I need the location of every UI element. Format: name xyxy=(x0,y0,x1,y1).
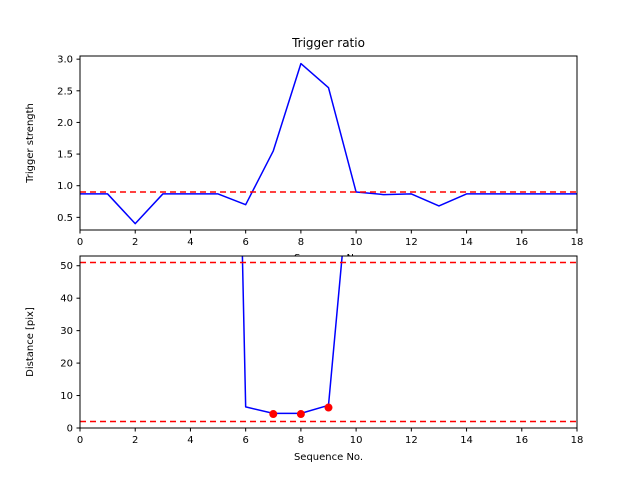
y-tick-label: 40 xyxy=(60,294,73,305)
chart-title: Trigger ratio xyxy=(291,36,365,50)
axes-spines xyxy=(79,255,578,429)
trigger-point-marker xyxy=(296,410,305,419)
trigger-point-marker xyxy=(269,410,278,419)
x-tick-label: 4 xyxy=(187,237,193,248)
trigger-point-marker xyxy=(324,403,333,412)
x-tick-label: 2 xyxy=(132,237,138,248)
x-tick-label: 8 xyxy=(298,237,304,248)
x-tick-label: 18 xyxy=(571,237,584,248)
x-axis-label: Sequence No. xyxy=(294,452,363,463)
x-tick-label: 10 xyxy=(350,435,363,446)
y-tick-label: 1.0 xyxy=(57,181,73,192)
axes-0: 0 2 4 6 8 10 12 14 16 18 0.5 1.0 1.5 2.0 2.5 3.0 Trigger… xyxy=(25,36,583,264)
y-tick-label: 20 xyxy=(60,359,73,370)
y-axis-label: Trigger strength xyxy=(25,103,36,184)
y-tick-label: 0 xyxy=(67,424,73,435)
x-tick-label: 14 xyxy=(460,435,473,446)
axes-background xyxy=(80,56,577,230)
y-tick-label: 2.0 xyxy=(57,118,73,129)
trigger-strength-line xyxy=(80,62,577,225)
x-tick-label: 16 xyxy=(515,237,528,248)
x-tick-label: 18 xyxy=(571,435,584,446)
x-tick-label: 6 xyxy=(242,237,248,248)
x-tick-label: 4 xyxy=(187,435,193,446)
y-tick-label: 0.5 xyxy=(57,213,73,224)
x-tick-label: 10 xyxy=(350,237,363,248)
y-tick-label: 30 xyxy=(60,326,73,337)
x-tick-label: 6 xyxy=(242,435,248,446)
x-tick-label: 16 xyxy=(515,435,528,446)
x-tick-label: 2 xyxy=(132,435,138,446)
y-tick-label: 50 xyxy=(60,261,73,272)
x-tick-label: 12 xyxy=(405,435,418,446)
y-axis-label: Distance [pix] xyxy=(25,307,36,377)
axes-spines xyxy=(79,55,578,231)
y-tick-label: 3.0 xyxy=(57,55,73,66)
x-tick-label: 8 xyxy=(298,435,304,446)
y-tick-label: 1.5 xyxy=(57,150,73,161)
axes-1: 0 2 4 6 8 10 12 14 16 18 0 10 20 30 40 50 Sequence No. Di… xyxy=(25,255,584,463)
x-tick-label: 0 xyxy=(77,435,83,446)
y-tick-label: 10 xyxy=(60,391,73,402)
x-tick-label: 14 xyxy=(460,237,473,248)
x-tick-label: 0 xyxy=(77,237,83,248)
x-tick-label: 12 xyxy=(405,237,418,248)
y-tick-label: 2.5 xyxy=(57,86,73,97)
